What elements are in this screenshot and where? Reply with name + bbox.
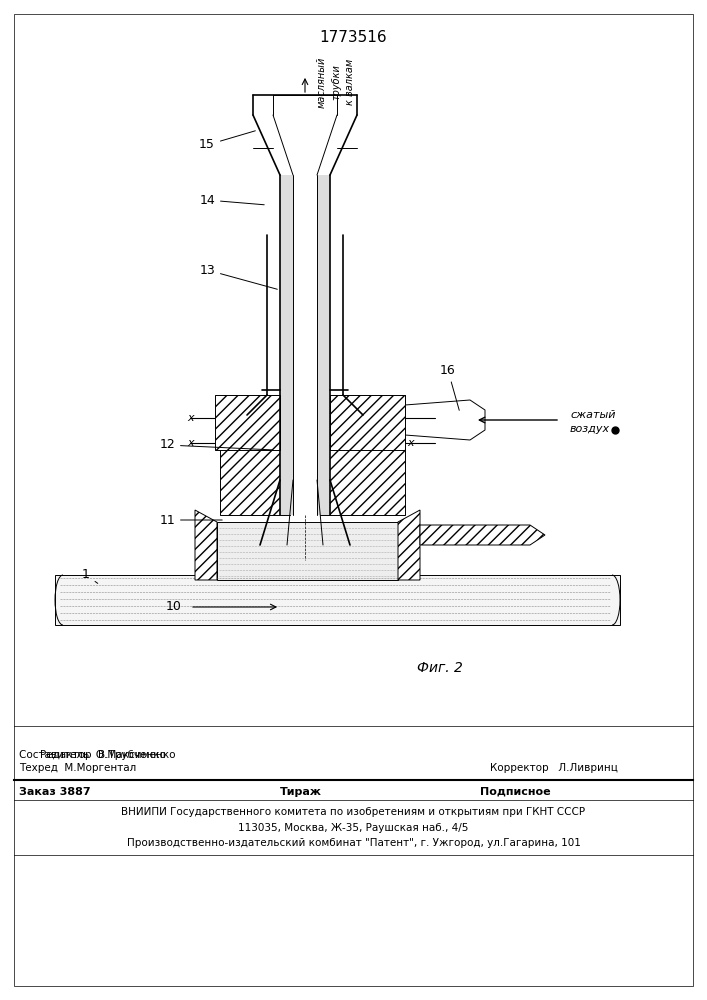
Text: сжатый: сжатый xyxy=(570,410,616,420)
Text: x: x xyxy=(407,438,414,448)
Polygon shape xyxy=(55,575,620,625)
Text: 15: 15 xyxy=(199,131,255,151)
Text: 13: 13 xyxy=(199,263,277,289)
Polygon shape xyxy=(420,525,545,545)
Text: 16: 16 xyxy=(440,363,460,410)
Polygon shape xyxy=(405,400,485,440)
Text: трубки: трубки xyxy=(331,64,341,100)
Polygon shape xyxy=(330,395,405,450)
Polygon shape xyxy=(320,395,405,515)
Text: Редактор  В.Трубченко: Редактор В.Трубченко xyxy=(40,750,166,760)
Text: Производственно-издательский комбинат "Патент", г. Ужгород, ул.Гагарина, 101: Производственно-издательский комбинат "П… xyxy=(127,838,580,848)
Text: Составитель  О.Максименко: Составитель О.Максименко xyxy=(19,750,175,760)
Text: x: x xyxy=(187,438,194,448)
Polygon shape xyxy=(293,175,317,515)
Text: 1: 1 xyxy=(82,568,98,583)
Text: Подписное: Подписное xyxy=(480,787,551,797)
Polygon shape xyxy=(280,175,293,515)
Text: Корректор   Л.Ливринц: Корректор Л.Ливринц xyxy=(490,763,618,773)
Polygon shape xyxy=(195,510,217,580)
Text: ВНИИПИ Государственного комитета по изобретениям и открытиям при ГКНТ СССР: ВНИИПИ Государственного комитета по изоб… xyxy=(122,807,585,817)
Text: Тираж: Тираж xyxy=(280,787,322,797)
Polygon shape xyxy=(317,175,330,515)
Text: Техред  М.Моргентал: Техред М.Моргентал xyxy=(19,763,136,773)
Polygon shape xyxy=(217,522,398,580)
Text: 10: 10 xyxy=(166,600,182,613)
Polygon shape xyxy=(220,395,290,515)
Text: Фиг. 2: Фиг. 2 xyxy=(417,661,463,675)
Text: к валкам: к валкам xyxy=(345,59,355,105)
Text: 113035, Москва, Ж-35, Раушская наб., 4/5: 113035, Москва, Ж-35, Раушская наб., 4/5 xyxy=(238,823,469,833)
Polygon shape xyxy=(215,395,280,450)
Text: 11: 11 xyxy=(159,514,222,526)
Text: x: x xyxy=(407,413,414,423)
Text: 12: 12 xyxy=(159,438,272,452)
Text: воздух: воздух xyxy=(570,424,610,434)
Text: x: x xyxy=(187,413,194,423)
Text: масляный: масляный xyxy=(317,56,327,108)
Polygon shape xyxy=(398,510,420,580)
Text: Заказ 3887: Заказ 3887 xyxy=(19,787,90,797)
Text: 14: 14 xyxy=(199,194,264,207)
Text: 1773516: 1773516 xyxy=(320,30,387,45)
